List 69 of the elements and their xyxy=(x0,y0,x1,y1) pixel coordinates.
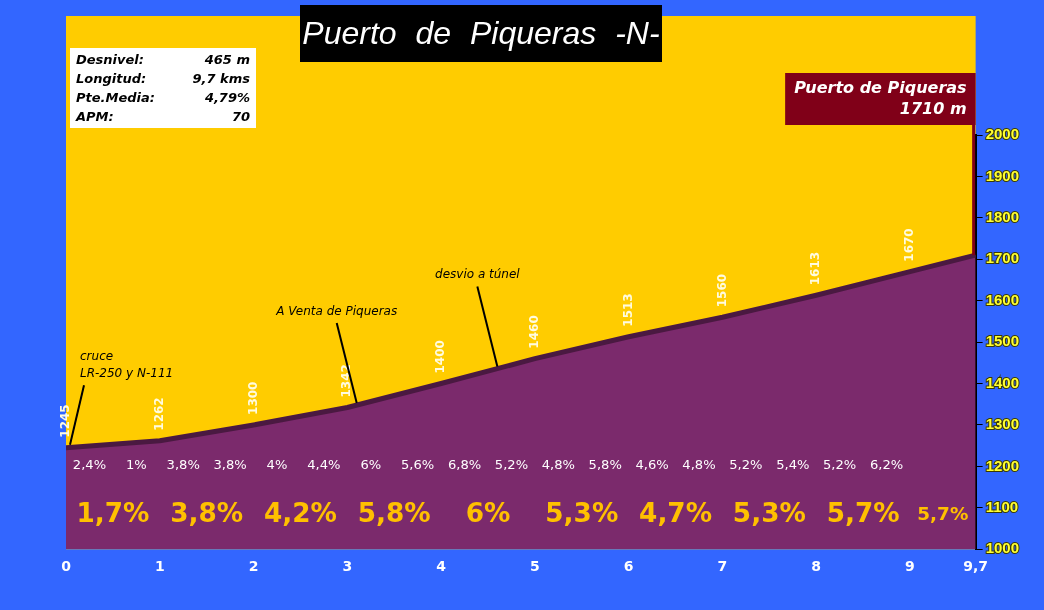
annotation: 5,8% xyxy=(357,498,431,529)
annotation: 3,8% xyxy=(170,498,244,529)
annotation: 5,2% xyxy=(729,456,763,472)
annotation: 1,7% xyxy=(76,498,150,529)
annotation: 4,6% xyxy=(635,456,669,472)
annotation: 5,6% xyxy=(401,456,435,472)
data-label: 1670 xyxy=(902,228,917,262)
annotation: 6% xyxy=(360,456,382,472)
annotation: desvio a túnel xyxy=(435,267,521,282)
annotation: 5,4% xyxy=(776,456,810,472)
annotation: 5,2% xyxy=(823,456,857,472)
annotation: 5,3% xyxy=(545,498,619,529)
annotation: 4% xyxy=(266,456,288,472)
x-tick-label: 8 xyxy=(811,558,822,575)
x-tick-label: 4 xyxy=(436,558,447,575)
x-tick-label: 5 xyxy=(530,558,540,575)
annotation: 3,8% xyxy=(213,456,247,472)
annotation: 5,7% xyxy=(826,498,900,529)
text: Pte.Media: 4,79% xyxy=(76,90,250,105)
data-label: 1300 xyxy=(245,381,260,415)
data-label: 1400 xyxy=(433,340,448,374)
text: Desnivel: 465 m xyxy=(76,52,250,67)
annotation: 6,2% xyxy=(869,456,904,472)
annotation: 4,8% xyxy=(682,456,716,472)
data-label: 1460 xyxy=(527,315,542,349)
annotation: 5,2% xyxy=(494,456,529,472)
x-tick-label: 1 xyxy=(154,558,165,575)
annotation: 5,7% xyxy=(917,502,969,524)
x-tick-label: 0 xyxy=(61,558,72,575)
annotation: A Venta de Piqueras xyxy=(275,303,398,318)
y-tick-label: 1800 xyxy=(985,207,1020,225)
data-label: 1613 xyxy=(808,251,823,286)
text: Longitud: 9,7 kms xyxy=(76,71,250,86)
x-tick-label: 9 xyxy=(905,558,915,575)
annotation: 6,8% xyxy=(447,456,482,472)
annotation: 5,8% xyxy=(588,456,622,472)
data-label: 1262 xyxy=(151,397,166,431)
data-label: 1560 xyxy=(714,273,729,308)
data-label: 1342 xyxy=(339,364,354,398)
annotation: 4,7% xyxy=(639,498,713,529)
y-tick-label: 1400 xyxy=(985,373,1020,391)
data-label: 1513 xyxy=(620,293,635,327)
annotation: 6% xyxy=(465,498,511,529)
y-tick-label: 1600 xyxy=(985,290,1020,308)
y-tick-label: 1000 xyxy=(985,539,1020,557)
x-tick-label: 3 xyxy=(342,558,353,575)
y-tick-label: 1900 xyxy=(985,166,1020,184)
x-tick-label: 6 xyxy=(623,558,634,575)
annotation: cruce LR-250 y N-111 xyxy=(80,348,174,380)
text: APM: 70 xyxy=(76,109,250,124)
annotation: 4,2% xyxy=(263,498,337,529)
annotation: 2,4% xyxy=(72,456,107,472)
y-tick-label: 2000 xyxy=(985,125,1020,143)
annotation: Puerto de Piqueras 1710 m xyxy=(794,77,967,118)
annotation: 4,8% xyxy=(541,456,575,472)
y-tick-label: 1200 xyxy=(985,456,1020,474)
annotation: 3,8% xyxy=(166,456,200,472)
x-tick-label: 9,7 xyxy=(963,558,989,575)
x-tick-label: 2 xyxy=(248,558,259,575)
annotation: 4,4% xyxy=(307,456,341,472)
chart-title: Puerto de Piqueras -N- xyxy=(300,5,662,62)
y-tick-label: 1700 xyxy=(985,249,1020,267)
x-tick-label: 7 xyxy=(717,558,728,575)
y-tick-label: 1100 xyxy=(985,497,1019,515)
data-label: 1245 xyxy=(58,404,73,438)
annotation: 5,3% xyxy=(732,498,806,529)
y-tick-label: 1500 xyxy=(985,332,1020,350)
annotation: 1% xyxy=(125,456,147,472)
y-tick-label: 1300 xyxy=(985,415,1020,433)
